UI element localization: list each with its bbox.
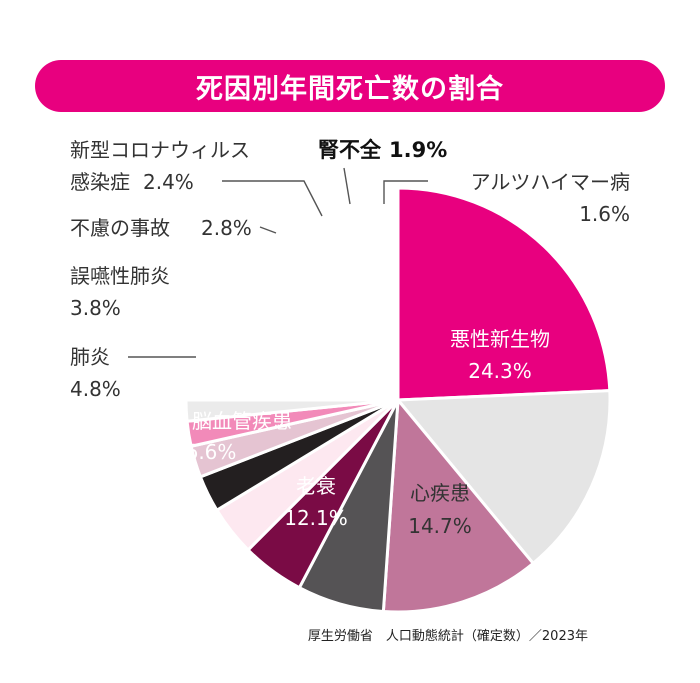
label-pneumonia: 肺炎 <box>70 345 110 369</box>
label-covid-line1: 新型コロナウィルス <box>70 138 250 162</box>
value-cerebrovascular-disease: 6.6% <box>186 440 237 464</box>
label-aspiration-pneumonia: 誤嚥性肺炎 <box>70 264 170 288</box>
value-heart-disease: 14.7% <box>408 514 472 538</box>
pie-slice-2 <box>381 398 535 614</box>
value-covid: 2.4% <box>143 170 194 194</box>
source-note: 厚生労働省 人口動態統計（確定数）／2023年 <box>307 629 588 644</box>
value-senility: 12.1% <box>284 506 348 530</box>
label-alzheimer: アルツハイマー病 <box>471 170 630 194</box>
leader-line-renal <box>343 167 351 205</box>
pie-slice-1 <box>396 389 612 565</box>
leader-line-corona <box>222 180 323 217</box>
pie-slice-0 <box>396 186 612 402</box>
value-aspiration-pneumonia: 3.8% <box>70 296 121 320</box>
label-senility: 老衰 <box>296 474 336 498</box>
label-renal-failure: 腎不全 <box>318 138 382 162</box>
leader-lines <box>128 167 428 358</box>
pie-slice-9 <box>184 398 400 423</box>
value-renal-failure: 1.9% <box>389 138 447 162</box>
label-accident: 不慮の事故 <box>70 216 170 240</box>
value-pneumonia: 4.8% <box>70 377 121 401</box>
slice-labels: 悪性新生物 24.3% 心疾患 14.7% 老衰 12.1% 脳血管疾患 6.6… <box>70 138 630 538</box>
value-malignant-neoplasm: 24.3% <box>468 359 532 383</box>
label-covid-line2: 感染症 <box>70 170 130 194</box>
chart-title: 死因別年間死亡数の割合 <box>35 60 665 112</box>
pie-slices <box>184 186 612 614</box>
value-alzheimer: 1.6% <box>579 202 630 226</box>
leader-line-alzheimer <box>383 180 428 204</box>
label-cerebrovascular-disease: 脳血管疾患 <box>192 409 292 433</box>
label-heart-disease: 心疾患 <box>410 481 470 505</box>
label-malignant-neoplasm: 悪性新生物 <box>450 327 550 351</box>
leader-line-accident <box>259 226 277 234</box>
value-accident: 2.8% <box>201 216 252 240</box>
